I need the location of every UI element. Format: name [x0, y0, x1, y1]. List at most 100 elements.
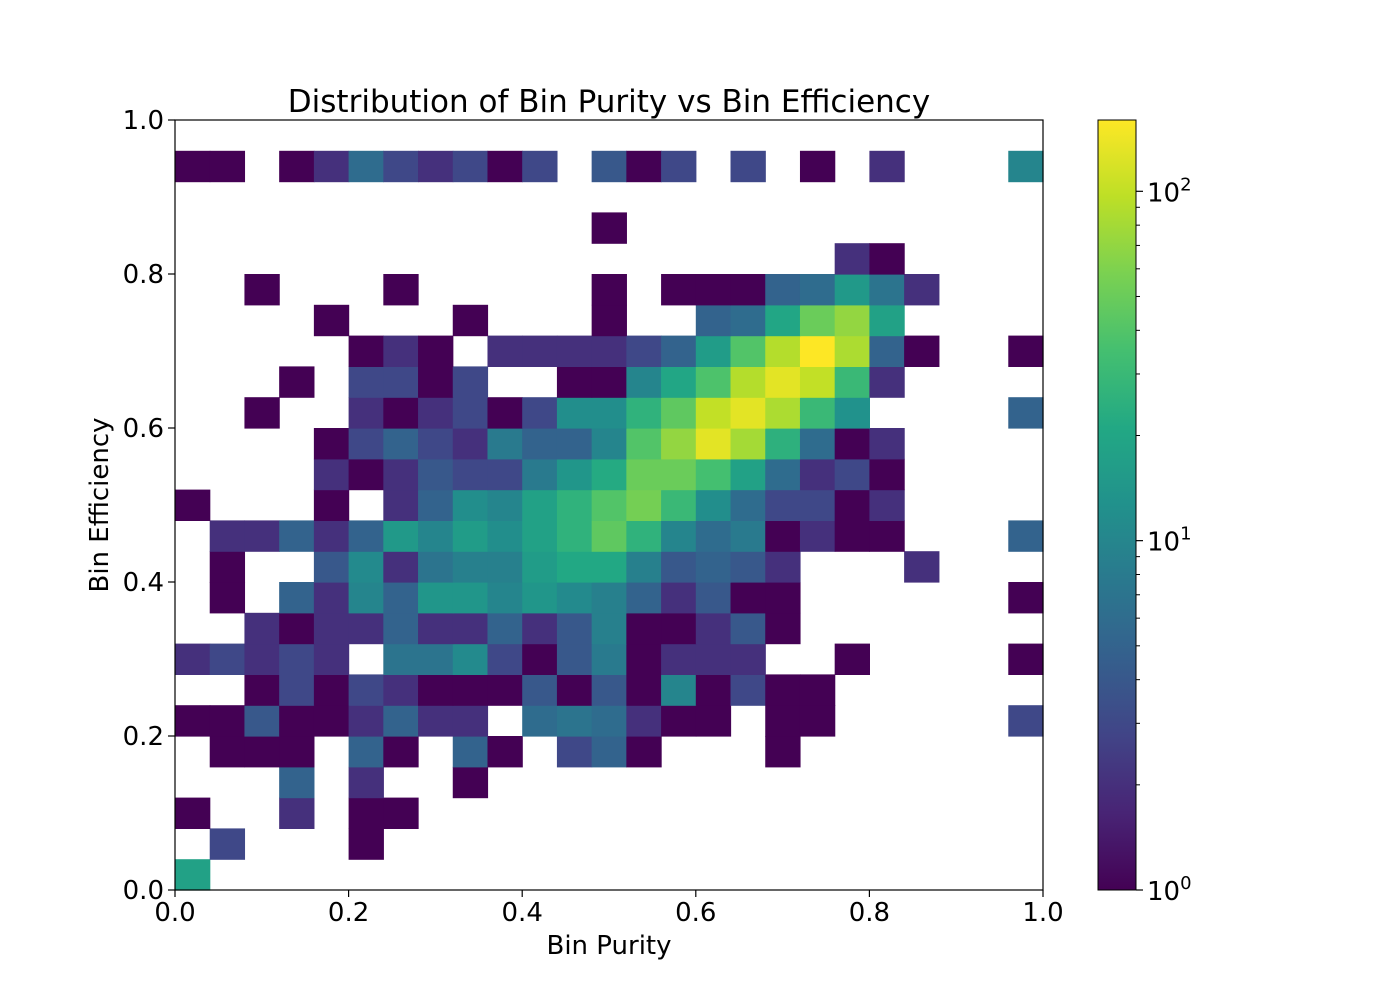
heatmap-cell: [661, 489, 697, 521]
heatmap-cell: [383, 643, 419, 675]
heatmap-cell: [626, 643, 662, 675]
y-axis-label: Bin Efficiency: [85, 417, 115, 592]
heatmap-cell: [799, 304, 836, 337]
heatmap-cell: [626, 705, 662, 737]
heatmap-cell: [383, 551, 419, 583]
heatmap-cell: [695, 582, 732, 614]
heatmap-cell: [765, 397, 801, 429]
heatmap-cell: [799, 397, 836, 429]
heatmap-cell: [487, 582, 523, 614]
heatmap-cell: [1008, 705, 1044, 737]
heatmap-cell: [765, 274, 801, 306]
heatmap-cell: [383, 150, 419, 183]
heatmap-cell: [695, 674, 732, 706]
heatmap-cell: [591, 551, 627, 583]
colorbar-axis: 100 101 102: [1136, 174, 1192, 907]
heatmap-cell: [418, 643, 454, 675]
heatmap-cell: [695, 366, 732, 398]
heatmap-cell: [244, 612, 280, 645]
heatmap-cell: [661, 150, 697, 183]
heatmap-cell: [695, 428, 732, 460]
heatmap-cell: [348, 520, 384, 552]
heatmap-cell: [556, 458, 593, 491]
heatmap-cell: [834, 520, 870, 552]
heatmap-cell: [591, 304, 627, 337]
heatmap-cell: [418, 489, 454, 521]
heatmap-cell: [869, 520, 905, 552]
heatmap-cell: [279, 674, 315, 706]
heatmap-cell: [487, 489, 523, 521]
heatmap-cell: [348, 797, 384, 829]
heatmap-cell: [661, 335, 697, 367]
heatmap-cell: [383, 520, 419, 552]
heatmap-cell: [522, 489, 558, 521]
x-tick-label: 0.4: [502, 898, 543, 928]
heatmap-cell: [175, 489, 211, 521]
heatmap-cell: [695, 643, 732, 675]
heatmap-cell: [869, 304, 905, 337]
heatmap-cell: [626, 366, 662, 398]
heatmap-cell: [348, 397, 384, 429]
heatmap-cell: [313, 458, 350, 491]
heatmap-cell: [695, 489, 732, 521]
heatmap-cell: [661, 582, 697, 614]
x-tick-label: 0.0: [154, 898, 195, 928]
heatmap-cell: [279, 797, 315, 829]
heatmap-cell: [452, 150, 489, 183]
heatmap-cell: [383, 612, 419, 645]
heatmap-cell: [591, 520, 627, 552]
heatmap-cell: [799, 366, 836, 398]
heatmap-cell: [661, 643, 697, 675]
heatmap-cell: [556, 643, 593, 675]
heatmap-cell: [313, 612, 350, 645]
heatmap-cell: [765, 551, 801, 583]
heatmap-cell: [348, 551, 384, 583]
heatmap-cell: [799, 705, 836, 737]
heatmap-cell: [556, 335, 593, 367]
x-tick-label: 0.8: [849, 898, 890, 928]
heatmap-cell: [418, 366, 454, 398]
heatmap-cell: [209, 150, 246, 183]
heatmap-cell: [591, 705, 627, 737]
heatmap-cell: [626, 520, 662, 552]
heatmap-cell: [244, 674, 280, 706]
heatmap-cell: [730, 643, 766, 675]
heatmap-cell: [313, 428, 350, 460]
heatmap-cell: [695, 520, 732, 552]
heatmap-cell: [452, 736, 489, 768]
heatmap-cell: [730, 397, 766, 429]
heatmap-cell: [348, 582, 384, 614]
heatmap-cell: [626, 674, 662, 706]
heatmap-cell: [730, 335, 766, 367]
heatmap-cell: [244, 643, 280, 675]
heatmap-cell: [869, 335, 905, 367]
heatmap-cell: [1008, 520, 1044, 552]
heatmap-cell: [418, 150, 454, 183]
heatmap-cell: [209, 582, 246, 614]
heatmap-cell: [834, 489, 870, 521]
heatmap-cell: [765, 612, 801, 645]
heatmap-cell: [348, 150, 384, 183]
heatmap-cell: [591, 458, 627, 491]
heatmap-cell: [452, 304, 489, 337]
heatmap-cell: [452, 674, 489, 706]
heatmap-cell: [556, 705, 593, 737]
heatmap-cell: [765, 428, 801, 460]
heatmap-cell: [869, 428, 905, 460]
heatmap-cell: [279, 520, 315, 552]
heatmap-cell: [348, 428, 384, 460]
heatmap-cell: [591, 428, 627, 460]
heatmap-cell: [522, 582, 558, 614]
heatmap-cell: [730, 428, 766, 460]
heatmap-cell: [383, 397, 419, 429]
heatmap-cell: [1008, 643, 1044, 675]
heatmap-cell: [348, 366, 384, 398]
heatmap-cell: [348, 612, 384, 645]
x-tick-label: 1.0: [1022, 898, 1063, 928]
heatmap-cell: [244, 520, 280, 552]
heatmap-cell: [661, 612, 697, 645]
heatmap-cell: [626, 397, 662, 429]
heatmap-cell: [730, 304, 766, 337]
heatmap-cell: [626, 736, 662, 768]
